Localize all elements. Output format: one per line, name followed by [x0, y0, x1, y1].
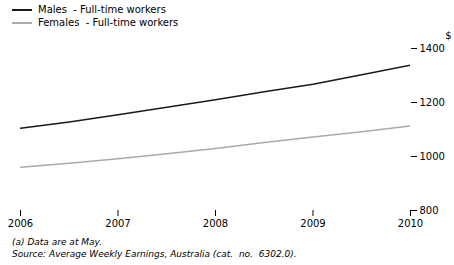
svg-text:800: 800 [420, 205, 439, 216]
html-text:(a) Data are at May.: (a) Data are at May. [12, 237, 102, 247]
html-text:Females - Full-time workers: Females - Full-time workers [38, 17, 179, 28]
svg-text:2010: 2010 [398, 218, 423, 229]
html-text:Males - Full-time workers: Males - Full-time workers [38, 4, 166, 15]
svg-text:2007: 2007 [105, 218, 130, 229]
html-text:Source: Average Weekly Earning: Source: Average Weekly Earnings, Austral… [12, 249, 297, 260]
svg-text:2006: 2006 [8, 218, 33, 229]
svg-text:2009: 2009 [300, 218, 325, 229]
svg-text:1000: 1000 [420, 151, 445, 162]
svg-text:1200: 1200 [420, 97, 445, 108]
svg-text:$: $ [445, 30, 451, 41]
svg-text:2008: 2008 [203, 218, 228, 229]
svg-text:1400: 1400 [420, 43, 445, 54]
